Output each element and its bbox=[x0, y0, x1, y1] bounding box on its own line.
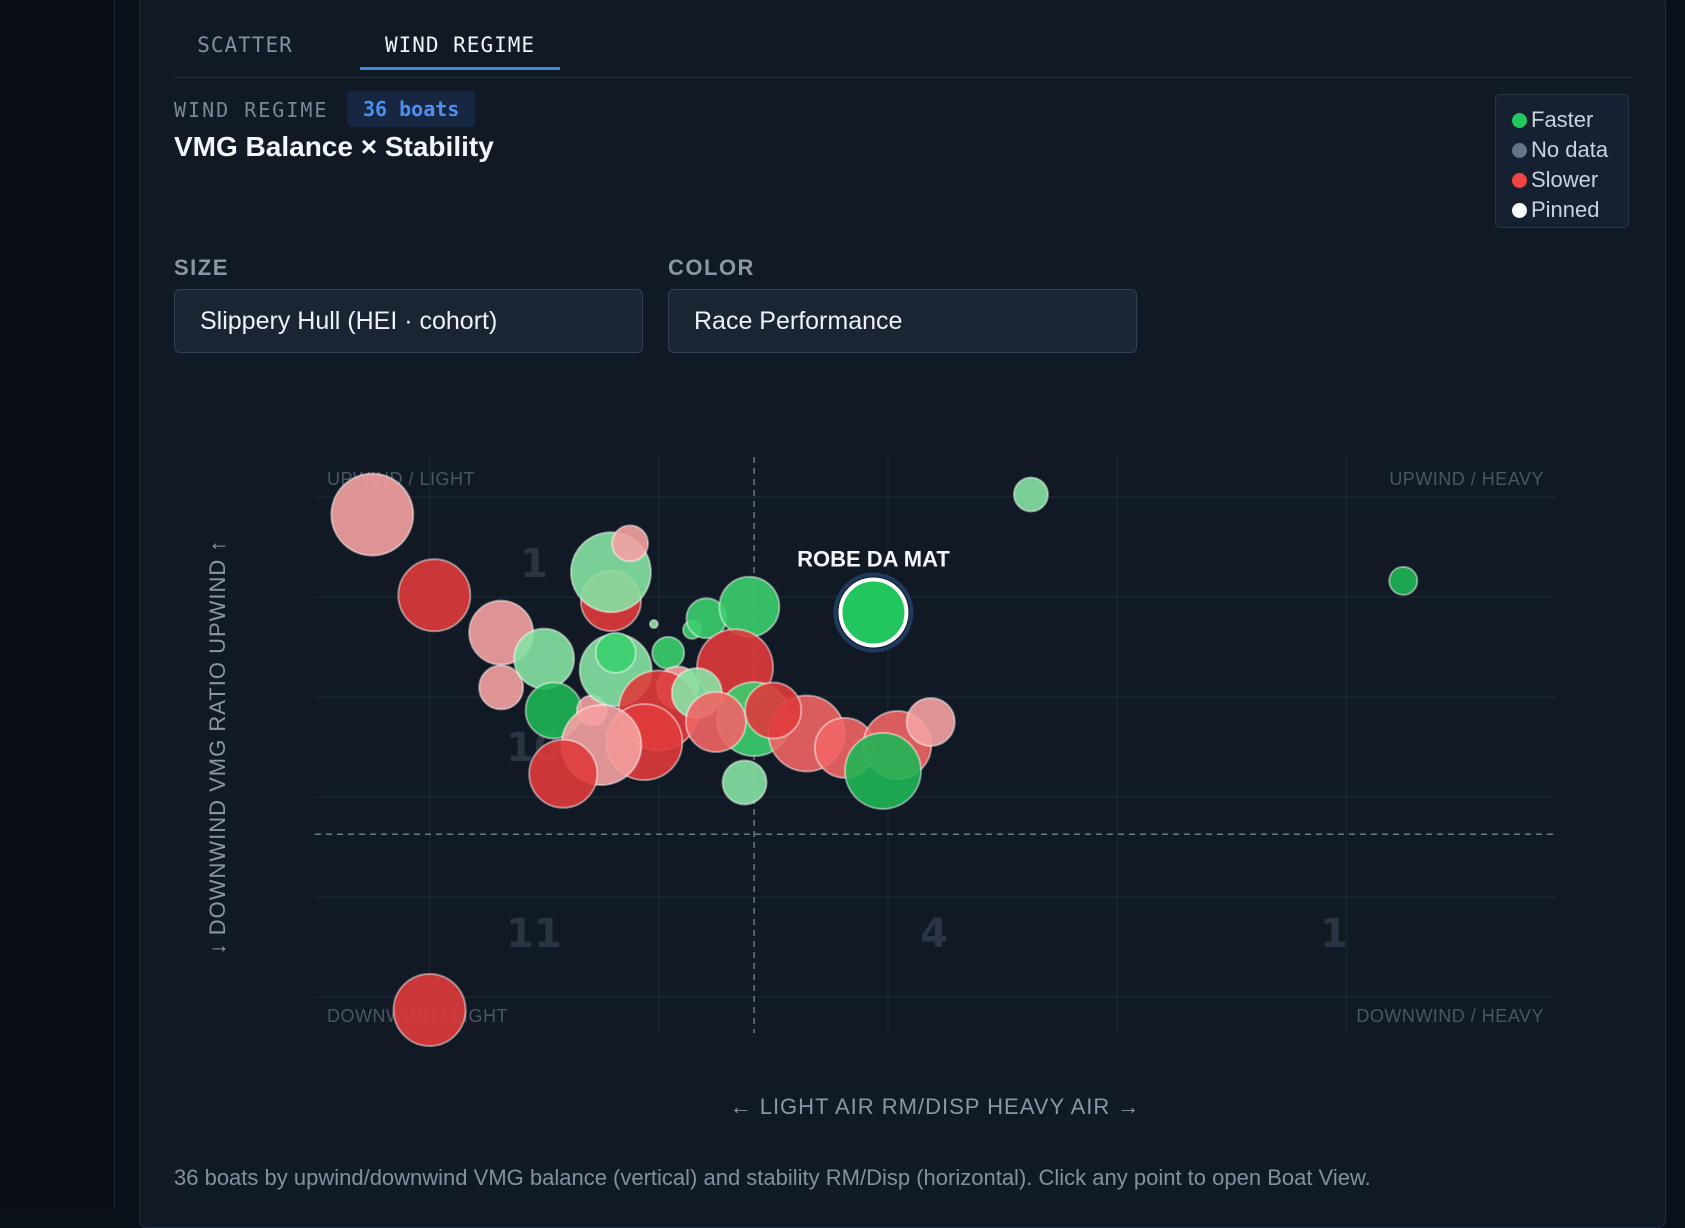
data-point bbox=[843, 731, 922, 810]
quadrant-label-downwind-heavy: DOWNWIND / HEAVY bbox=[1356, 1006, 1544, 1026]
legend: Faster No data Slower Pinned bbox=[1495, 94, 1629, 228]
color-select[interactable]: Race Performance bbox=[668, 289, 1137, 353]
chart-panel: SCATTER WIND REGIME WIND REGIME 36 boats… bbox=[139, 0, 1666, 1228]
section-eyebrow: WIND REGIME bbox=[174, 98, 329, 122]
pinned-point-label: ROBE DA MAT bbox=[797, 547, 950, 572]
tab-divider bbox=[174, 77, 1631, 78]
zone-count: 1 bbox=[520, 541, 548, 587]
zone-count: 11 bbox=[506, 911, 562, 957]
quadrant-label-upwind-heavy: UPWIND / HEAVY bbox=[1389, 469, 1544, 489]
chart-title: VMG Balance × Stability bbox=[174, 131, 494, 162]
data-point bbox=[397, 558, 472, 633]
legend-label: Faster bbox=[1531, 107, 1594, 132]
pinned-dot-icon bbox=[1512, 203, 1527, 218]
data-point bbox=[651, 635, 686, 670]
legend-label: Slower bbox=[1531, 167, 1599, 192]
legend-item-slower: Slower bbox=[1512, 165, 1598, 195]
data-point bbox=[513, 627, 576, 690]
legend-label: Pinned bbox=[1531, 197, 1600, 222]
faster-dot-icon bbox=[1512, 113, 1527, 128]
legend-item-faster: Faster bbox=[1512, 105, 1593, 135]
data-point bbox=[594, 631, 637, 674]
size-select[interactable]: Slippery Hull (HEI · cohort) bbox=[174, 289, 643, 353]
color-label: COLOR bbox=[668, 255, 755, 280]
x-axis-label: ← LIGHT AIR RM/DISP HEAVY AIR → bbox=[730, 1094, 1141, 1119]
data-point bbox=[392, 972, 467, 1047]
data-point bbox=[478, 664, 525, 711]
data-point bbox=[1388, 565, 1419, 596]
data-point bbox=[648, 619, 659, 630]
data-point bbox=[611, 524, 650, 563]
data-point bbox=[1012, 476, 1049, 513]
zone-count: 1 bbox=[1320, 911, 1348, 957]
data-point bbox=[905, 696, 956, 747]
legend-item-no-data: No data bbox=[1512, 135, 1608, 165]
slower-dot-icon bbox=[1512, 173, 1527, 188]
pinned-point-halo bbox=[833, 572, 914, 653]
chart-caption: 36 boats by upwind/downwind VMG balance … bbox=[174, 1165, 1371, 1190]
tab-wind-regime[interactable]: WIND REGIME bbox=[360, 27, 560, 70]
legend-item-pinned: Pinned bbox=[1512, 195, 1600, 225]
data-point bbox=[718, 575, 781, 638]
no-data-dot-icon bbox=[1512, 143, 1527, 158]
boat-count-badge: 36 boats bbox=[347, 91, 476, 127]
zone-count: 4 bbox=[920, 911, 948, 957]
legend-label: No data bbox=[1531, 137, 1609, 162]
pinned-point bbox=[838, 577, 909, 648]
size-label: SIZE bbox=[174, 255, 229, 280]
data-point bbox=[528, 738, 599, 809]
data-point bbox=[684, 690, 747, 753]
data-point bbox=[721, 759, 768, 806]
data-point bbox=[330, 472, 415, 557]
left-rail bbox=[0, 0, 115, 1210]
data-point bbox=[744, 681, 803, 740]
y-axis-label: ↓ DOWNWIND VMG RATIO UPWIND ↑ bbox=[205, 540, 230, 955]
tab-scatter[interactable]: SCATTER bbox=[197, 33, 293, 57]
